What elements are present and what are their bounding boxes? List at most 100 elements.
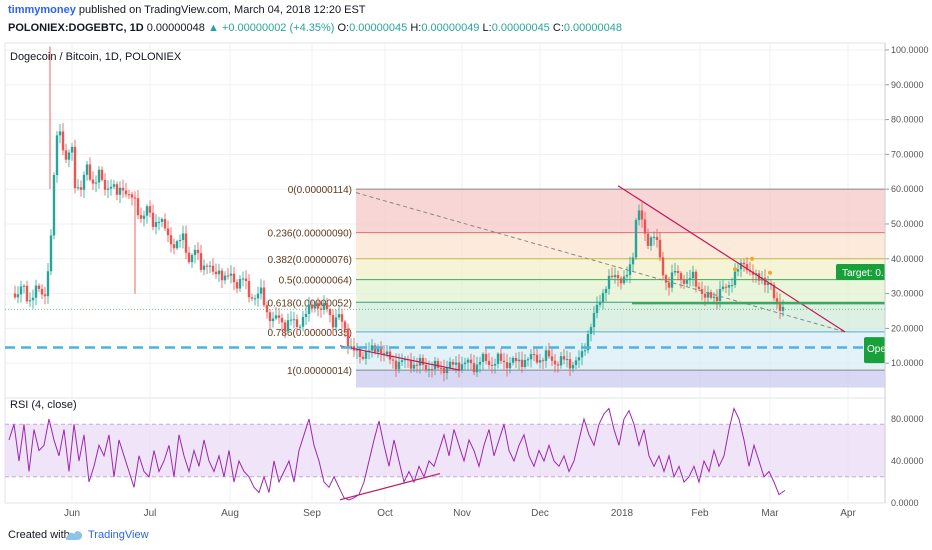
candle-body (256, 293, 260, 299)
candle-body (301, 317, 305, 327)
candle-body (193, 249, 197, 256)
tradingview-link[interactable]: TradingView (88, 529, 149, 541)
candle-body (511, 357, 515, 363)
candle-body (322, 303, 326, 310)
candle-body (340, 314, 344, 322)
candle-body (724, 286, 728, 288)
candle-body (544, 350, 548, 361)
candle-body (145, 206, 149, 216)
candle-body (565, 359, 569, 361)
candle-body (439, 367, 443, 369)
fib-level-label: 0.382(0.00000076) (267, 255, 352, 266)
candle-body (247, 281, 251, 298)
candle-body (562, 356, 566, 360)
candle-body (268, 312, 272, 322)
candle-body (337, 314, 341, 318)
candle-body (445, 368, 449, 374)
candle-body (325, 303, 329, 310)
change-arrow-icon: ▲ (207, 22, 219, 34)
candle-body (76, 187, 80, 189)
rsi-tick-label: 0.0000 (891, 498, 919, 508)
candle-body (328, 309, 332, 316)
open-badge (864, 337, 885, 364)
tradingview-logo-icon[interactable] (64, 526, 84, 544)
candle-body (106, 188, 110, 190)
fib-zone (356, 370, 885, 388)
candle-body (634, 220, 638, 258)
candle-body (199, 253, 203, 270)
candle-body (730, 285, 734, 287)
candle-body (265, 305, 269, 313)
candle-body (286, 320, 290, 332)
candle-body (517, 359, 521, 362)
candle-body (310, 304, 314, 309)
candle-body (253, 298, 257, 300)
created-with-text: Created with (8, 529, 70, 541)
price-tick-label: 20.0000 (891, 323, 924, 333)
candle-body (283, 322, 287, 332)
candle-body (640, 210, 644, 220)
candle-body (61, 131, 65, 151)
candle-body (715, 296, 719, 301)
candle-body (412, 364, 416, 369)
footer: Created with TradingView (0, 522, 932, 550)
candle-body (691, 271, 695, 279)
candle-body (625, 274, 629, 277)
fib-zone (356, 189, 885, 233)
time-tick-label: Oct (377, 508, 393, 519)
rsi-line (8, 407, 786, 501)
rsi-pane[interactable] (5, 407, 885, 501)
candle-body (196, 249, 200, 254)
candle-body (598, 302, 602, 305)
candle-body (169, 235, 173, 245)
fib-retracement[interactable]: 0(0.00000114) 0.236(0.00000090) 0.382(0.00… (267, 185, 885, 388)
candle-body (31, 297, 35, 301)
open-badge-text: Ope (867, 344, 886, 355)
candle-body (271, 318, 275, 322)
candle-body (346, 328, 350, 349)
candle-body (238, 279, 242, 289)
candle-body (472, 363, 476, 373)
candle-body (82, 174, 86, 190)
candle-body (520, 359, 524, 368)
author-link[interactable]: timmymoney (8, 4, 76, 16)
candle-body (631, 257, 635, 265)
candle-body (307, 304, 311, 314)
chart-canvas[interactable]: 0(0.00000114) 0.236(0.00000090) 0.382(0.00… (0, 38, 932, 522)
candle-body (394, 360, 398, 370)
low-value: 0.00000045 (491, 22, 550, 34)
candle-body (16, 294, 20, 298)
time-tick-label: Jun (64, 508, 80, 519)
symbol-label[interactable]: POLONIEX:DOGEBTC, 1D (8, 22, 144, 34)
candle-body (742, 262, 746, 265)
target-badge-text: Target: 0. (842, 268, 884, 279)
candle-body (262, 287, 266, 306)
candle-body (118, 187, 122, 195)
candle-body (532, 354, 536, 356)
candle-body (586, 333, 590, 351)
fib-zone (356, 279, 885, 303)
candle-body (775, 298, 779, 302)
candle-body (160, 219, 164, 222)
candle-body (175, 241, 179, 249)
candle-body (643, 219, 647, 234)
candle-body (250, 297, 254, 299)
candle-body (343, 321, 347, 329)
candle-body (523, 360, 527, 368)
drawings[interactable]: Target: 0. Ope (5, 185, 886, 371)
candle-body (100, 169, 104, 180)
candle-body (493, 363, 497, 366)
price-tick-label: 60.0000 (891, 184, 924, 194)
candle-body (736, 269, 740, 272)
candle-body (553, 360, 557, 365)
time-tick-label: Aug (221, 508, 239, 519)
candle-body (541, 360, 545, 362)
candle-body (448, 361, 452, 369)
candle-body (535, 354, 539, 363)
candle-body (361, 356, 365, 359)
fib-zone (356, 258, 885, 280)
fib-level-label: 0(0.00000114) (288, 185, 352, 196)
candle-body (121, 187, 125, 191)
candle-body (481, 353, 485, 362)
candle-body (295, 319, 299, 327)
